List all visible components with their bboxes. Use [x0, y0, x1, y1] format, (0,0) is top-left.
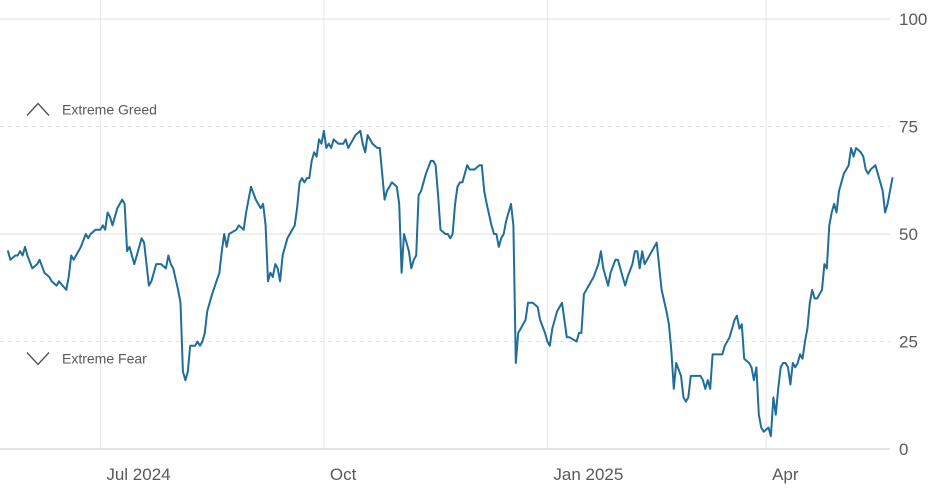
y-tick-label: 0: [899, 440, 908, 459]
x-tick-label: Jan 2025: [553, 465, 623, 484]
x-tick-label: Oct: [330, 465, 357, 484]
y-axis-ticks: 100 75 50 25 0: [899, 10, 927, 459]
zone-label: Extreme Fear: [62, 351, 147, 367]
x-tick-label: Apr: [772, 465, 799, 484]
series-line: [7, 129, 894, 438]
sentiment-zones: Extreme Greed Extreme Fear: [26, 102, 157, 367]
chevron-down-icon: [26, 352, 50, 366]
zone-up-0: Extreme Greed: [26, 102, 157, 118]
y-tick-label: 100: [899, 10, 927, 29]
zone-down-1: Extreme Fear: [26, 351, 147, 367]
y-tick-label: 25: [899, 333, 918, 352]
y-tick-label: 50: [899, 225, 918, 244]
x-axis-ticks: Jul 2024 Oct Jan 2025 Apr: [106, 465, 799, 484]
zone-label: Extreme Greed: [62, 102, 157, 118]
y-tick-label: 75: [899, 118, 918, 137]
x-tick-label: Jul 2024: [106, 465, 170, 484]
chevron-up-icon: [26, 102, 50, 116]
